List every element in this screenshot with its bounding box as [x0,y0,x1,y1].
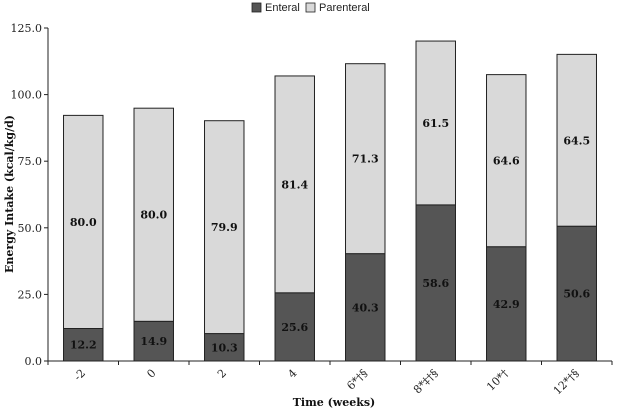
data-label-parenteral: 64.5 [563,134,590,147]
y-tick-label: 50.0 [18,222,43,235]
y-axis: 0.0 25.0 50.0 75.0 100.0 125.0 [11,22,49,368]
y-tick-label: 75.0 [18,155,43,168]
y-tick-label: 0.0 [25,355,43,368]
data-label-parenteral: 71.3 [352,153,379,166]
bar-enteral [204,333,245,362]
data-label-parenteral: 80.0 [70,216,97,229]
data-label-enteral: 12.2 [70,339,97,352]
data-label-enteral: 42.9 [493,298,520,311]
x-tick-label: 12*†§ [551,367,582,398]
y-tick-label: 100.0 [11,89,43,102]
data-label-enteral: 58.6 [422,277,449,290]
bar-parenteral [345,63,386,255]
data-label-enteral: 14.9 [140,335,167,348]
x-tick-label: 6*†§ [344,367,370,393]
legend-label-parenteral: Parenteral [319,2,370,14]
bar-enteral [133,320,174,362]
data-label-enteral: 25.6 [281,321,308,334]
data-label-enteral: 50.6 [563,288,590,301]
bar-parenteral [556,53,597,227]
bar-enteral [556,225,597,362]
legend-swatch-enteral [251,2,262,13]
data-labels: 12.2 80.0 14.9 80.0 10.3 79.9 25.6 81.4 40.3 71.3… [70,117,591,354]
x-tick-label: 4 [285,367,299,381]
bar-enteral [486,246,527,362]
legend: Enteral Parenteral [251,2,370,14]
x-tick-label: 8*‡†§ [411,367,441,397]
data-label-enteral: 40.3 [352,301,379,314]
bar-enteral [345,253,386,362]
legend-label-enteral: Enteral [265,2,300,14]
legend-swatch-parenteral [305,2,316,13]
y-tick-label: 25.0 [18,288,43,301]
y-tick-label: 125.0 [11,22,43,35]
bars [63,40,597,362]
x-axis: -2 0 2 4 6*†§ 8*‡†§ 10*† 12*†§ [47,360,613,398]
bar-enteral [63,327,104,362]
data-label-parenteral: 79.9 [211,221,238,234]
x-tick-label: -2 [71,367,88,384]
data-label-parenteral: 64.6 [493,155,520,168]
bar-parenteral [204,120,245,335]
x-tick-label: 10*† [484,366,511,393]
x-tick-label: 0 [144,367,158,381]
x-tick-label: 2 [215,367,229,381]
bar-parenteral [274,75,315,294]
data-label-enteral: 10.3 [211,341,238,354]
x-axis-label: Time (weeks) [293,396,376,409]
data-label-parenteral: 61.5 [422,117,449,130]
bar-parenteral [63,114,104,329]
bar-parenteral [486,74,527,248]
y-axis-label: Energy Intake (kcal/kg/d) [3,115,16,273]
bar-parenteral [415,40,456,206]
data-label-parenteral: 80.0 [140,209,167,222]
data-label-parenteral: 81.4 [281,178,308,191]
bar-parenteral [133,107,174,322]
